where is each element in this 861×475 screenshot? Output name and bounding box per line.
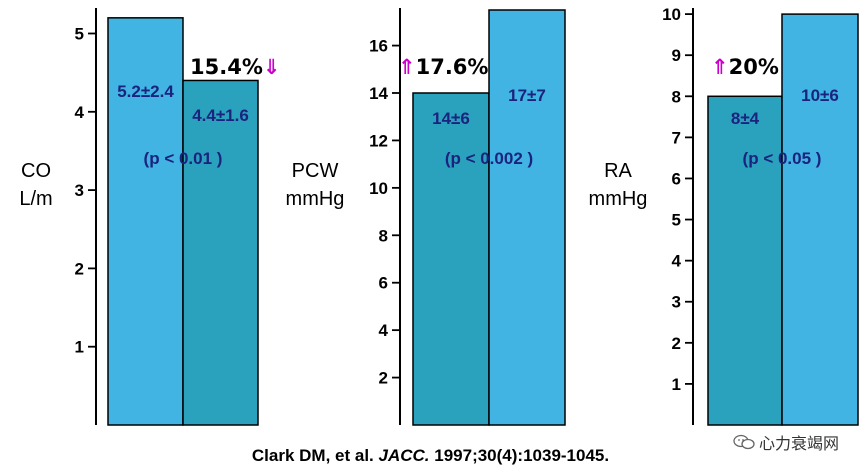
watermark: 心力衰竭网 bbox=[733, 430, 839, 454]
y-tick-label: 6 bbox=[672, 169, 681, 188]
y-tick-label: 4 bbox=[379, 321, 389, 340]
y-tick-label: 4 bbox=[75, 103, 85, 122]
y-axis-label: mmHg bbox=[286, 188, 345, 210]
citation-journal: JACC. bbox=[378, 446, 430, 465]
y-tick-label: 8 bbox=[379, 226, 388, 245]
change-label: ⇑20% bbox=[711, 55, 779, 79]
change-percent: 20% bbox=[729, 55, 779, 79]
y-axis-label: CO bbox=[21, 160, 51, 182]
y-axis-label: mmHg bbox=[589, 188, 648, 210]
bar-value-label: 5.2±2.4 bbox=[117, 82, 174, 101]
p-value-label: (p < 0.01 ) bbox=[144, 149, 223, 168]
change-arrow-up-icon: ⇑ bbox=[398, 55, 416, 79]
change-arrow-up-icon: ⇑ bbox=[711, 55, 729, 79]
y-tick-label: 9 bbox=[672, 46, 681, 65]
y-tick-label: 1 bbox=[672, 375, 681, 394]
bar-followup bbox=[781, 13, 859, 426]
y-tick-label: 5 bbox=[672, 211, 681, 230]
bar-baseline bbox=[707, 95, 783, 426]
y-axis-label: PCW bbox=[292, 160, 339, 182]
bar-followup bbox=[488, 9, 566, 426]
bar-value-label: 14±6 bbox=[432, 109, 470, 128]
y-tick-label: 3 bbox=[672, 293, 681, 312]
citation-authors: Clark DM, et al. bbox=[251, 446, 374, 465]
y-tick-label: 10 bbox=[662, 5, 681, 24]
watermark-text: 心力衰竭网 bbox=[758, 434, 839, 453]
y-tick-label: 10 bbox=[369, 179, 388, 198]
y-axis-label: L/m bbox=[19, 188, 52, 210]
change-label: ⇑17.6% bbox=[398, 55, 488, 79]
citation: Clark DM, et al. JACC. 1997;30(4):1039-1… bbox=[0, 446, 861, 466]
y-tick-label: 4 bbox=[672, 252, 682, 271]
y-tick-label: 1 bbox=[75, 338, 84, 357]
y-tick-label: 2 bbox=[672, 334, 681, 353]
y-tick-label: 3 bbox=[75, 181, 84, 200]
change-arrow-down-icon: ⇓ bbox=[263, 55, 281, 79]
y-tick-label: 6 bbox=[379, 274, 388, 293]
p-value-label: (p < 0.002 ) bbox=[445, 149, 533, 168]
change-label: 15.4%⇓ bbox=[190, 55, 280, 79]
bar-baseline bbox=[107, 17, 184, 426]
bar-value-label: 17±7 bbox=[508, 86, 546, 105]
y-axis-label: RA bbox=[604, 160, 632, 182]
change-percent: 15.4% bbox=[190, 55, 263, 79]
y-tick-label: 7 bbox=[672, 128, 681, 147]
p-value-label: (p < 0.05 ) bbox=[743, 149, 822, 168]
bar-baseline bbox=[412, 92, 490, 426]
y-tick-label: 2 bbox=[75, 259, 84, 278]
bar-value-label: 8±4 bbox=[731, 109, 760, 128]
y-tick-label: 16 bbox=[369, 37, 388, 56]
y-tick-label: 12 bbox=[369, 131, 388, 150]
y-tick-label: 14 bbox=[369, 84, 388, 103]
bar-followup bbox=[182, 79, 259, 426]
y-tick-label: 2 bbox=[379, 369, 388, 388]
wechat-icon bbox=[733, 434, 755, 450]
y-tick-label: 5 bbox=[75, 24, 84, 43]
change-percent: 17.6% bbox=[416, 55, 489, 79]
bar-value-label: 10±6 bbox=[801, 86, 839, 105]
citation-details: 1997;30(4):1039-1045. bbox=[434, 446, 610, 465]
bar-value-label: 4.4±1.6 bbox=[192, 106, 249, 125]
y-tick-label: 8 bbox=[672, 87, 681, 106]
